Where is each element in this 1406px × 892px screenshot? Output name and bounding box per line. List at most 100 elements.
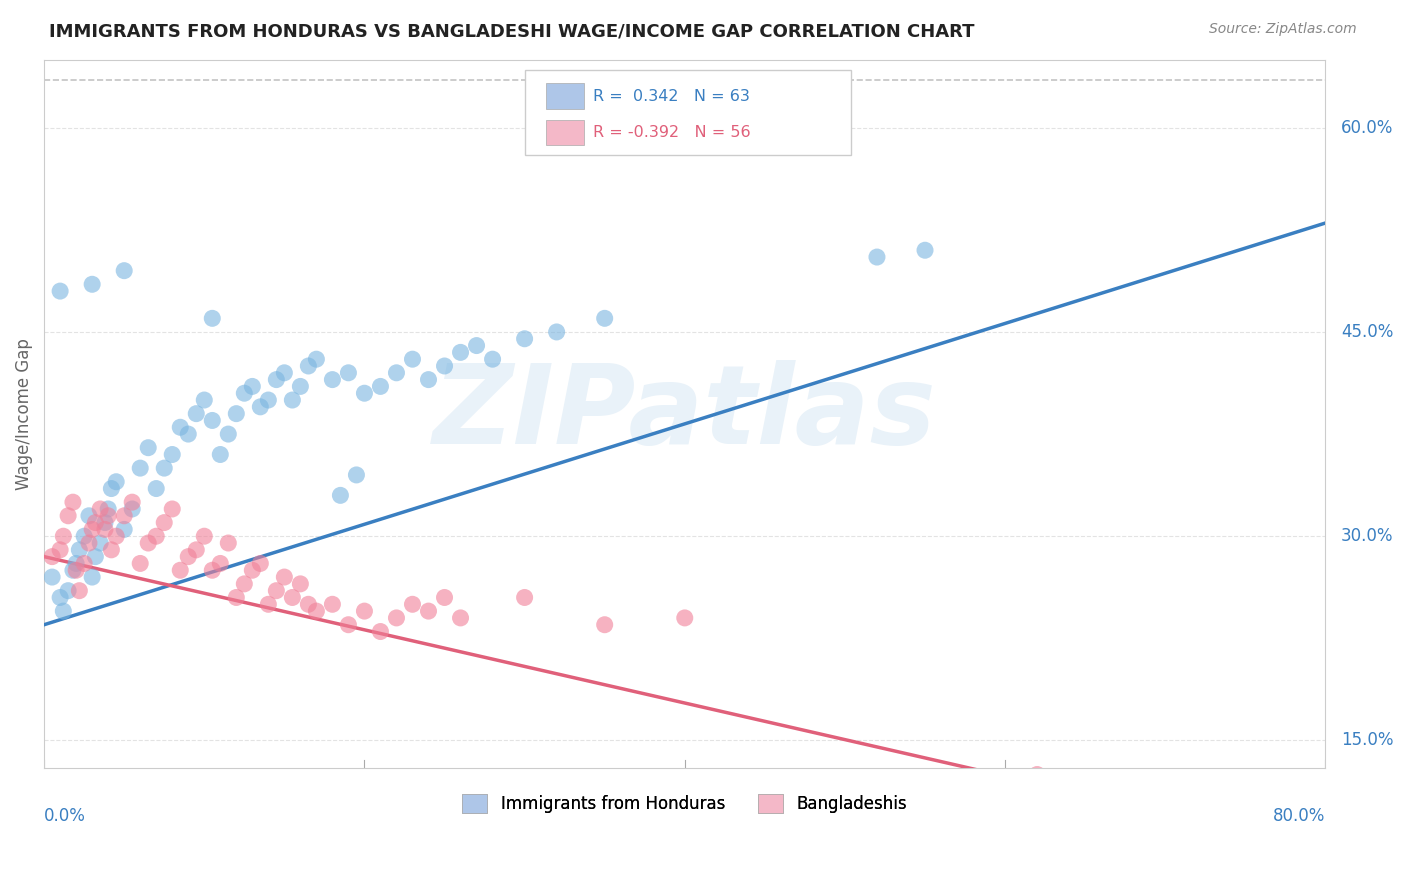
Point: [193, 392, 215, 407]
Point: [401, 352, 423, 367]
Point: [41, 549, 63, 564]
Point: [84, 549, 107, 564]
Point: [201, 311, 224, 326]
Point: [273, 366, 295, 380]
Point: [62, 495, 84, 509]
FancyBboxPatch shape: [547, 120, 583, 145]
Point: [82, 522, 104, 536]
Point: [65, 557, 87, 571]
Point: [41, 570, 63, 584]
Point: [305, 352, 328, 367]
Point: [100, 482, 122, 496]
Point: [209, 448, 232, 462]
Point: [49, 542, 72, 557]
Point: [281, 392, 304, 407]
Point: [305, 604, 328, 618]
Point: [112, 263, 135, 277]
Point: [217, 536, 239, 550]
Point: [240, 563, 263, 577]
Point: [145, 529, 167, 543]
Point: [321, 597, 343, 611]
Point: [321, 373, 343, 387]
Point: [89, 536, 111, 550]
Point: [337, 366, 360, 380]
Point: [297, 359, 319, 373]
Point: [281, 591, 304, 605]
Point: [52, 604, 75, 618]
Point: [129, 557, 152, 571]
Point: [97, 502, 120, 516]
Text: 0.0%: 0.0%: [44, 806, 86, 824]
Point: [112, 508, 135, 523]
Point: [1026, 767, 1049, 781]
Text: IMMIGRANTS FROM HONDURAS VS BANGLADESHI WAGE/INCOME GAP CORRELATION CHART: IMMIGRANTS FROM HONDURAS VS BANGLADESHI …: [49, 22, 974, 40]
Point: [153, 516, 176, 530]
Point: [56, 508, 79, 523]
Point: [257, 597, 280, 611]
Point: [266, 373, 288, 387]
Point: [914, 244, 936, 258]
Point: [385, 611, 408, 625]
Point: [177, 427, 200, 442]
Point: [329, 488, 352, 502]
Point: [73, 529, 96, 543]
Point: [94, 516, 117, 530]
Point: [112, 522, 135, 536]
Point: [94, 522, 117, 536]
Point: [121, 495, 143, 509]
Text: 45.0%: 45.0%: [1341, 323, 1393, 341]
Point: [290, 379, 312, 393]
Point: [418, 604, 440, 618]
Point: [297, 597, 319, 611]
Text: 30.0%: 30.0%: [1341, 527, 1393, 545]
Point: [433, 359, 456, 373]
Point: [67, 542, 90, 557]
Point: [153, 461, 176, 475]
Point: [201, 563, 224, 577]
Point: [82, 570, 104, 584]
Point: [513, 591, 536, 605]
Text: 80.0%: 80.0%: [1272, 806, 1326, 824]
Point: [186, 542, 208, 557]
Point: [97, 508, 120, 523]
Point: [418, 373, 440, 387]
Point: [481, 352, 503, 367]
Point: [169, 420, 191, 434]
Point: [450, 345, 472, 359]
Point: [249, 557, 271, 571]
Point: [49, 591, 72, 605]
Point: [337, 617, 360, 632]
Point: [217, 427, 239, 442]
Text: 60.0%: 60.0%: [1341, 119, 1393, 136]
Point: [209, 557, 232, 571]
Point: [82, 277, 104, 292]
Point: [65, 563, 87, 577]
Point: [77, 536, 100, 550]
Point: [84, 516, 107, 530]
Point: [89, 502, 111, 516]
Point: [353, 604, 375, 618]
Text: R =  0.342   N = 63: R = 0.342 N = 63: [593, 88, 751, 103]
Point: [1161, 801, 1184, 815]
Point: [177, 549, 200, 564]
FancyBboxPatch shape: [547, 83, 583, 109]
Point: [193, 529, 215, 543]
Point: [370, 624, 392, 639]
Point: [450, 611, 472, 625]
Point: [401, 597, 423, 611]
Point: [593, 311, 616, 326]
Point: [129, 461, 152, 475]
Point: [105, 529, 128, 543]
Point: [273, 570, 295, 584]
Point: [121, 502, 143, 516]
Point: [385, 366, 408, 380]
Point: [593, 617, 616, 632]
Point: [546, 325, 568, 339]
Point: [249, 400, 271, 414]
Text: 15.0%: 15.0%: [1341, 731, 1393, 749]
Text: R = -0.392   N = 56: R = -0.392 N = 56: [593, 125, 751, 140]
Point: [145, 482, 167, 496]
Point: [240, 379, 263, 393]
Point: [233, 577, 256, 591]
Point: [136, 536, 159, 550]
